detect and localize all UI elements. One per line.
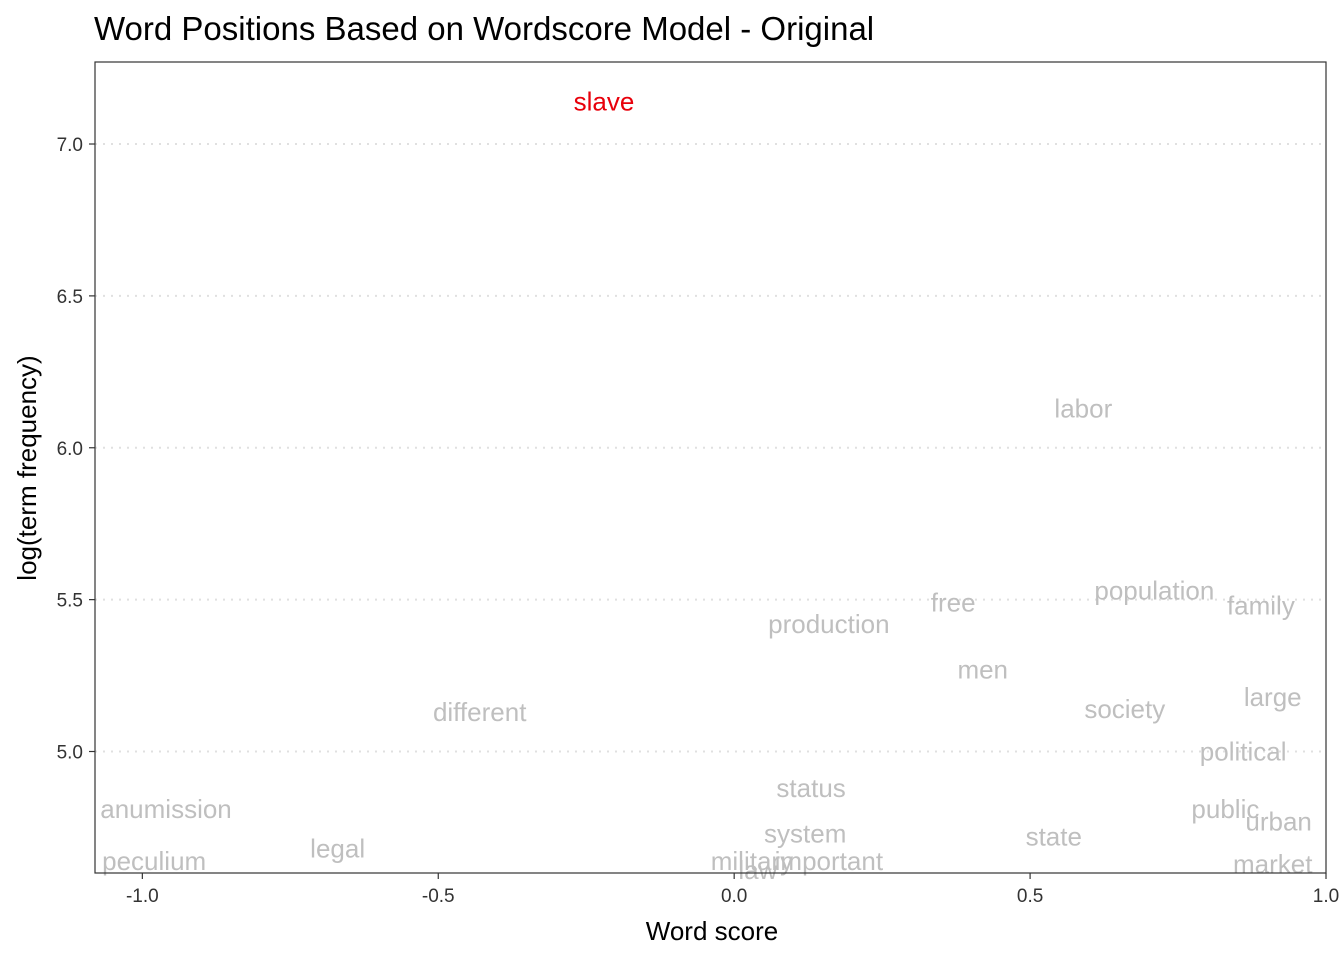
y-axis: 5.0 5.5 6.0 6.5 7.0 bbox=[57, 135, 95, 764]
word-label-different: different bbox=[433, 697, 527, 727]
y-tick-label: 5.5 bbox=[57, 591, 83, 612]
word-label-political: political bbox=[1200, 737, 1287, 767]
y-tick-label: 5.0 bbox=[57, 743, 83, 764]
x-tick-label: 1.0 bbox=[1313, 886, 1339, 907]
word-label-large: large bbox=[1244, 682, 1302, 712]
x-axis-title: Word score bbox=[646, 916, 778, 946]
word-label-population: population bbox=[1094, 576, 1214, 606]
word-label-public: public bbox=[1191, 794, 1259, 824]
y-tick-label: 6.5 bbox=[57, 287, 83, 308]
word-label-urban: urban bbox=[1245, 806, 1312, 836]
y-tick-label: 7.0 bbox=[57, 135, 83, 156]
word-label-legal: legal bbox=[310, 834, 365, 864]
word-label-slave: slave bbox=[574, 86, 635, 116]
x-tick-label: -1.0 bbox=[126, 886, 159, 907]
grid-lines bbox=[95, 143, 1326, 753]
x-axis: -1.0 -0.5 0.0 0.5 1.0 bbox=[126, 873, 1339, 907]
word-label-law: law bbox=[738, 855, 777, 885]
word-label-status: status bbox=[776, 773, 845, 803]
word-label-anumission: anumission bbox=[100, 794, 232, 824]
word-points: slave labor population family free production… bbox=[100, 86, 1313, 884]
word-label-free: free bbox=[931, 588, 976, 618]
word-label-military: military bbox=[711, 846, 793, 876]
word-label-market: market bbox=[1233, 849, 1313, 879]
word-label-family: family bbox=[1227, 591, 1295, 621]
word-label-production: production bbox=[768, 609, 889, 639]
y-tick-label: 6.0 bbox=[57, 439, 83, 460]
word-label-men: men bbox=[957, 654, 1008, 684]
word-label-important: important bbox=[775, 846, 884, 876]
y-axis-title: log(term frequency) bbox=[12, 355, 42, 580]
word-label-state: state bbox=[1026, 822, 1082, 852]
chart-title: Word Positions Based on Wordscore Model … bbox=[94, 10, 874, 47]
word-label-society: society bbox=[1084, 694, 1165, 724]
word-label-system: system bbox=[764, 819, 846, 849]
word-label-labor: labor bbox=[1054, 393, 1112, 423]
x-tick-label: 0.0 bbox=[721, 886, 747, 907]
x-tick-label: 0.5 bbox=[1017, 886, 1043, 907]
word-label-peculium: peculium bbox=[102, 846, 206, 876]
plot-panel bbox=[94, 61, 1327, 874]
x-tick-label: -0.5 bbox=[422, 886, 455, 907]
